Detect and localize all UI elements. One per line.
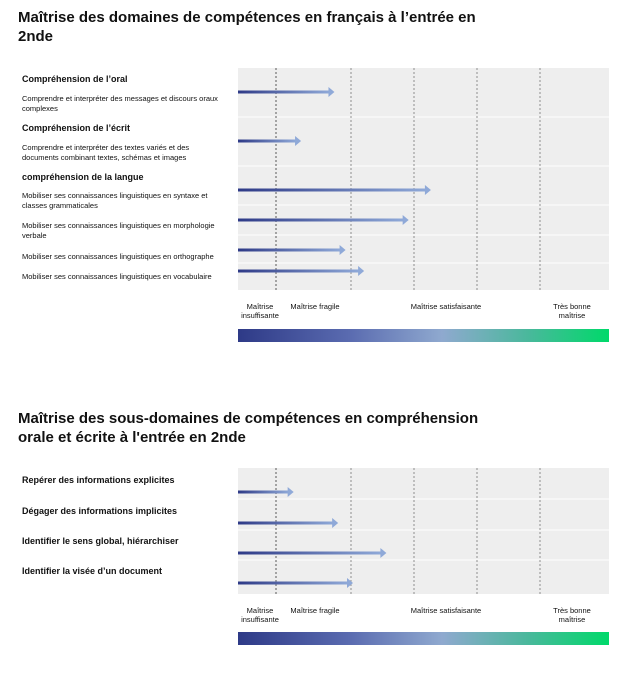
chart1-level-label: Maîtrise fragile bbox=[290, 302, 340, 311]
chart2-row-label: Identifier le sens global, hiérarchiser bbox=[22, 536, 179, 546]
chart1-level-label: Maîtrise insuffisante bbox=[241, 302, 279, 320]
chart1-bar bbox=[238, 188, 426, 192]
chart2-bar bbox=[238, 581, 349, 585]
chart2-plot-area bbox=[238, 468, 609, 594]
chart2-row-label: Dégager des informations implicites bbox=[22, 506, 178, 516]
chart1-row-label: Comprendre et interpréter des messages e… bbox=[22, 94, 218, 113]
chart2-level-label: Maîtrise satisfaisante bbox=[410, 606, 482, 615]
chart2-bar bbox=[238, 521, 334, 525]
chart1-bar bbox=[238, 218, 404, 222]
chart2-level-label: Maîtrise fragile bbox=[290, 606, 340, 615]
chart2-bar bbox=[238, 551, 382, 555]
chart1-level-label: Très bonne maîtrise bbox=[553, 302, 591, 320]
chart2-bar-arrowhead bbox=[287, 487, 294, 497]
chart2-bar-arrowhead bbox=[332, 518, 339, 528]
chart1-group-label: Compréhension de l’oral bbox=[22, 74, 128, 84]
chart1-bar-arrowhead bbox=[358, 266, 365, 276]
chart1-bar bbox=[238, 139, 297, 143]
chart2-level-label: Maîtrise insuffisante bbox=[241, 606, 279, 624]
chart1-group-label: Compréhension de l’écrit bbox=[22, 123, 131, 133]
chart1-bar-arrowhead bbox=[328, 87, 335, 97]
chart1-row-label: Comprendre et interpréter des textes var… bbox=[22, 143, 190, 162]
chart2-row-label: Repérer des informations explicites bbox=[22, 475, 175, 485]
chart1-bar bbox=[238, 248, 341, 252]
chart1-plot-area bbox=[238, 68, 609, 290]
chart1-bar bbox=[238, 269, 360, 273]
chart1-row-label: Mobiliser ses connaissances linguistique… bbox=[22, 221, 215, 240]
chart1-gradient-scale bbox=[238, 329, 609, 342]
chart2-bar-arrowhead bbox=[347, 578, 354, 588]
chart1-group-label: compréhension de la langue bbox=[22, 172, 144, 182]
chart2-bar bbox=[238, 490, 289, 494]
chart1-bar-arrowhead bbox=[339, 245, 346, 255]
chart1-bar-arrowhead bbox=[402, 215, 409, 225]
chart2-row-label: Identifier la visée d’un document bbox=[22, 566, 163, 576]
chart2-title: Maîtrise des sous-domaines de compétence… bbox=[18, 410, 479, 446]
chart1-bar bbox=[238, 90, 330, 94]
chart1-level-label: Maîtrise satisfaisante bbox=[410, 302, 482, 311]
chart2-level-label: Très bonne maîtrise bbox=[553, 606, 591, 624]
chart2-bar-arrowhead bbox=[380, 548, 387, 558]
chart2-gradient-scale bbox=[238, 632, 609, 645]
chart1-row-label: Mobiliser ses connaissances linguistique… bbox=[22, 272, 212, 281]
chart1-bar-arrowhead bbox=[424, 185, 431, 195]
chart1-row-label: Mobiliser ses connaissances linguistique… bbox=[22, 252, 214, 261]
chart1-title: Maîtrise des domaines de compétences en … bbox=[18, 9, 476, 45]
chart1-bar-arrowhead bbox=[295, 136, 302, 146]
chart1-row-label: Mobiliser ses connaissances linguistique… bbox=[22, 191, 208, 210]
